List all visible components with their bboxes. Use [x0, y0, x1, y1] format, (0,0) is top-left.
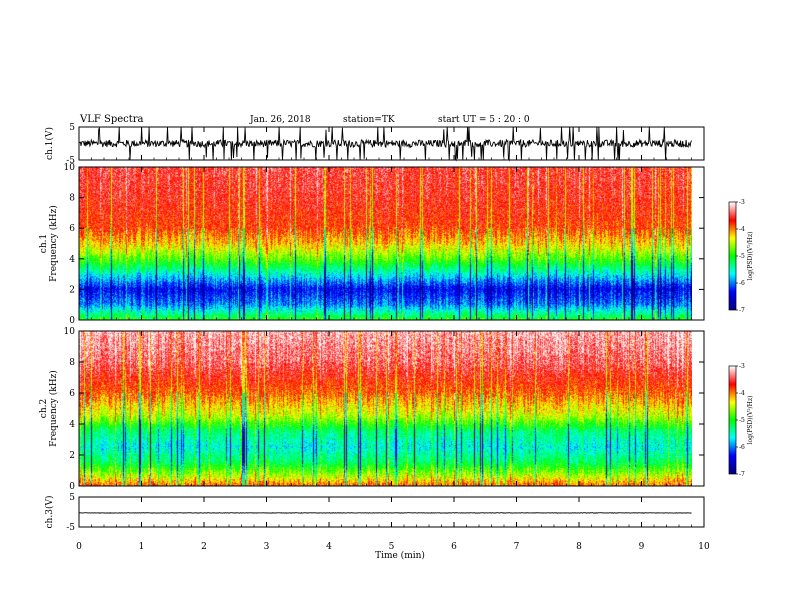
x-tick-label-6: 6: [451, 542, 457, 552]
ch1-colorbar-label: log(PSD)(V²/Hz): [747, 232, 754, 281]
ch1-colorbar-tick-label-3: -6: [739, 280, 745, 287]
ch3-waveform-ytick-label-1: -5: [66, 523, 75, 533]
ch2-spectrogram-image: [79, 331, 692, 486]
x-tick-label-5: 5: [389, 542, 395, 552]
ch3-waveform-ylabel-line-0: ch.3(V): [44, 496, 55, 529]
ch1-spectrogram-ytick-label-3: 6: [69, 224, 75, 234]
ch3-waveform-ytick-label-0: 5: [69, 493, 75, 503]
ch2-spectrogram-ytick-label-1: 2: [69, 451, 75, 461]
ch1-colorbar-tick-label-2: -5: [739, 253, 745, 260]
ch2-spectrogram-ytick-label-3: 6: [69, 389, 75, 399]
ch2-spectrogram-ytick-label-2: 4: [69, 420, 75, 430]
ch2-colorbar-tick-label-4: -7: [739, 471, 745, 478]
figure-title: VLF Spectra: [79, 114, 144, 125]
x-tick-label-1: 1: [139, 542, 145, 552]
x-tick-label-0: 0: [76, 542, 82, 552]
x-tick-label-10: 10: [698, 542, 710, 552]
x-tick-label-8: 8: [576, 542, 582, 552]
ch1-colorbar-gradient: [729, 202, 736, 310]
ch2-spectrogram-panel: 0 2 4 6 8 10 ch.2 Frequency (kHz): [39, 327, 705, 492]
ch1-spectrogram-panel: 0 2 4 6 8 10 ch.1 Frequency (kHz): [39, 163, 705, 326]
ch1-colorbar-tick-label-0: -3: [739, 199, 745, 206]
ch2-colorbar-label: log(PSD)(V²/Hz): [747, 396, 754, 445]
ch2-colorbar-gradient-holder: [729, 366, 736, 474]
ch1-waveform-trace: [78, 126, 692, 162]
ch2-spectrogram-image-holder: [79, 331, 692, 486]
ch1-colorbar: -3 -4 -5 -6 -7 log(PSD)(V²/Hz): [728, 199, 754, 314]
station-label: station=TK: [343, 115, 395, 125]
ch1-spectrogram-ytick-label-4: 8: [69, 194, 75, 204]
ch1-waveform-ytick-label-1: -5: [66, 156, 75, 166]
x-axis-label: Time (min): [375, 550, 425, 561]
x-tick-label-2: 2: [201, 542, 207, 552]
x-tick-label-7: 7: [514, 542, 520, 552]
ch2-colorbar-tick-label-2: -5: [739, 417, 745, 424]
ch3-waveform-panel: 5 -5 ch.3(V): [44, 493, 705, 533]
ch1-spectrogram-ylabel-line-1: Frequency (kHz): [48, 205, 59, 282]
ch2-colorbar-tick-label-3: -6: [739, 444, 745, 451]
ch1-colorbar-tick-label-4: -7: [739, 307, 745, 314]
ch2-spectrogram-ylabel-line-1: Frequency (kHz): [48, 370, 59, 447]
ch2-colorbar-tick-label-1: -4: [739, 390, 745, 397]
ch2-spectrogram-ytick-label-5: 10: [64, 327, 76, 337]
ch2-spectrogram-ylabel-line-0: ch.2: [39, 399, 49, 418]
ch2-colorbar-tick-label-0: -3: [739, 363, 745, 370]
ch1-spectrogram-image-holder: [79, 167, 692, 320]
ch1-waveform-panel: 5 -5 ch.1(V): [44, 123, 705, 166]
ch1-colorbar-gradient-holder: [729, 202, 736, 310]
ch1-colorbar-tick-label-1: -4: [739, 226, 745, 233]
ch1-waveform-ytick-label-0: 5: [69, 123, 75, 133]
ch2-spectrogram-ytick-label-0: 0: [69, 482, 75, 492]
ch1-spectrogram-ytick-label-5: 10: [64, 163, 76, 173]
x-tick-label-4: 4: [326, 542, 332, 552]
ch1-spectrogram-ytick-label-2: 4: [69, 255, 75, 265]
time-axis: 0 1 2 3 4 5 6 7 8 9 10: [76, 542, 710, 552]
x-tick-label-3: 3: [264, 542, 270, 552]
ch1-spectrogram-ytick-label-0: 0: [69, 316, 75, 326]
ch1-spectrogram-image: [79, 167, 692, 320]
ch2-spectrogram-ytick-label-4: 8: [69, 358, 75, 368]
date-label: Jan. 26, 2018: [249, 115, 311, 125]
x-tick-label-9: 9: [639, 542, 645, 552]
ch1-waveform-ylabel-line-0: ch.1(V): [44, 127, 55, 160]
start-time-label: start UT = 5 : 20 : 0: [438, 115, 530, 125]
ch1-spectrogram-ylabel-line-0: ch.1: [39, 234, 49, 253]
ch1-spectrogram-ytick-label-1: 2: [69, 285, 75, 295]
ch2-colorbar-gradient: [729, 366, 736, 474]
ch2-colorbar: -3 -4 -5 -6 -7 log(PSD)(V²/Hz): [728, 363, 754, 478]
